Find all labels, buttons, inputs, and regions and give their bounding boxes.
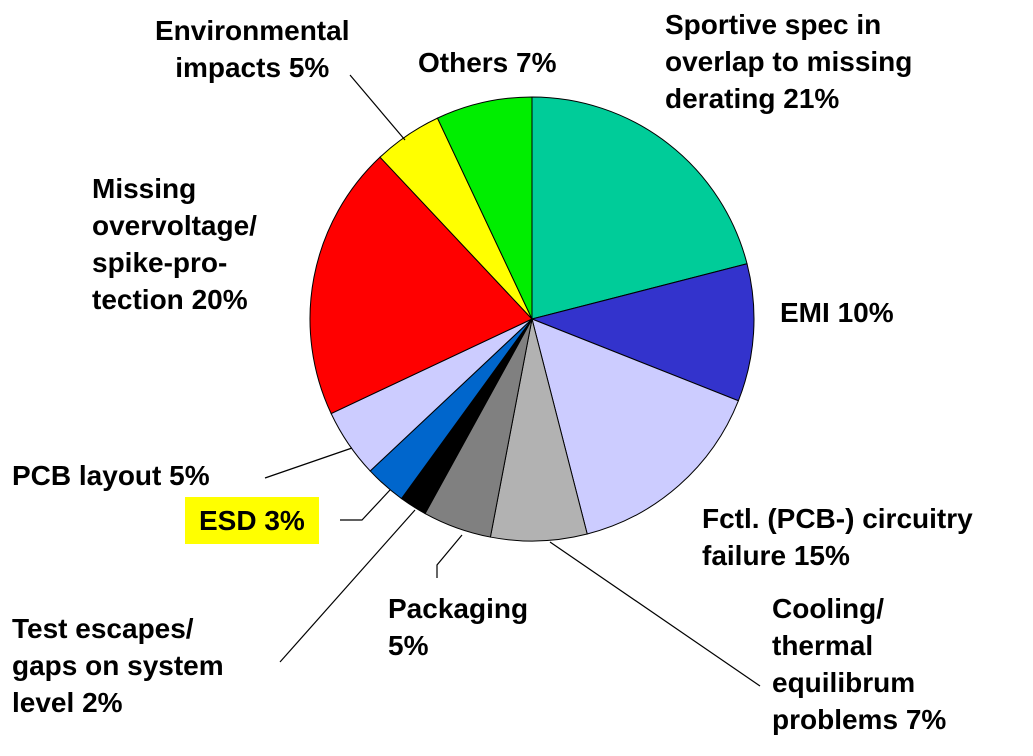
value-label: 20% — [191, 284, 248, 315]
value-label: 2% — [82, 687, 123, 718]
value-label: 3% — [264, 505, 305, 536]
slice-label: Fctl. (PCB-) circuitry failure 15% — [702, 500, 973, 574]
slice-label: Test escapes/ gaps on system level 2% — [12, 610, 224, 721]
leader-line — [340, 489, 391, 521]
category-label: Environmental impacts — [155, 15, 350, 83]
leader-line — [264, 447, 353, 479]
leader-line — [349, 74, 406, 141]
slice-label: Packaging 5% — [388, 590, 528, 664]
category-label: PCB layout — [12, 460, 162, 491]
category-label: ESD — [199, 505, 257, 536]
category-label: Missing overvoltage/ spike-pro- tection — [92, 173, 257, 315]
pie-slice — [530, 263, 755, 402]
category-label: Packaging — [388, 593, 529, 624]
slice-label: PCB layout 5% — [12, 457, 210, 494]
pie-slice — [531, 318, 740, 535]
category-label: Sportive spec in overlap to missing dera… — [665, 9, 913, 114]
slice-label: Environmental impacts 5% — [155, 12, 349, 86]
value-label: 7% — [516, 47, 557, 78]
pie-slice — [309, 156, 533, 415]
value-label: 5% — [388, 630, 429, 661]
leader-line — [279, 509, 416, 663]
pie — [309, 96, 755, 542]
leader-lines — [264, 74, 761, 687]
category-label: EMI — [780, 297, 830, 328]
pie-slice — [436, 96, 533, 320]
leader-line — [549, 541, 761, 687]
slice-label: ESD 3% — [185, 497, 319, 544]
category-label: Test escapes/ gaps on system level — [12, 613, 224, 718]
category-label: Cooling/ thermal equilibrum problems — [772, 593, 916, 735]
value-label: 10% — [837, 297, 894, 328]
slice-label: Cooling/ thermal equilibrum problems 7% — [772, 590, 946, 738]
leader-line — [436, 534, 463, 578]
value-label: 5% — [288, 52, 330, 83]
category-label: Fctl. (PCB-) circuitry failure — [702, 503, 973, 571]
pie-slice — [531, 96, 748, 320]
value-label: 5% — [169, 460, 210, 491]
category-label: Others — [418, 47, 509, 78]
slice-label: EMI 10% — [780, 294, 894, 331]
value-label: 7% — [905, 704, 947, 735]
value-label: 21% — [783, 83, 840, 114]
value-label: 15% — [793, 540, 850, 571]
slice-label: Others 7% — [418, 44, 557, 81]
slice-label: Missing overvoltage/ spike-pro- tection … — [92, 170, 257, 318]
slice-label: Sportive spec in overlap to missing dera… — [665, 6, 912, 117]
